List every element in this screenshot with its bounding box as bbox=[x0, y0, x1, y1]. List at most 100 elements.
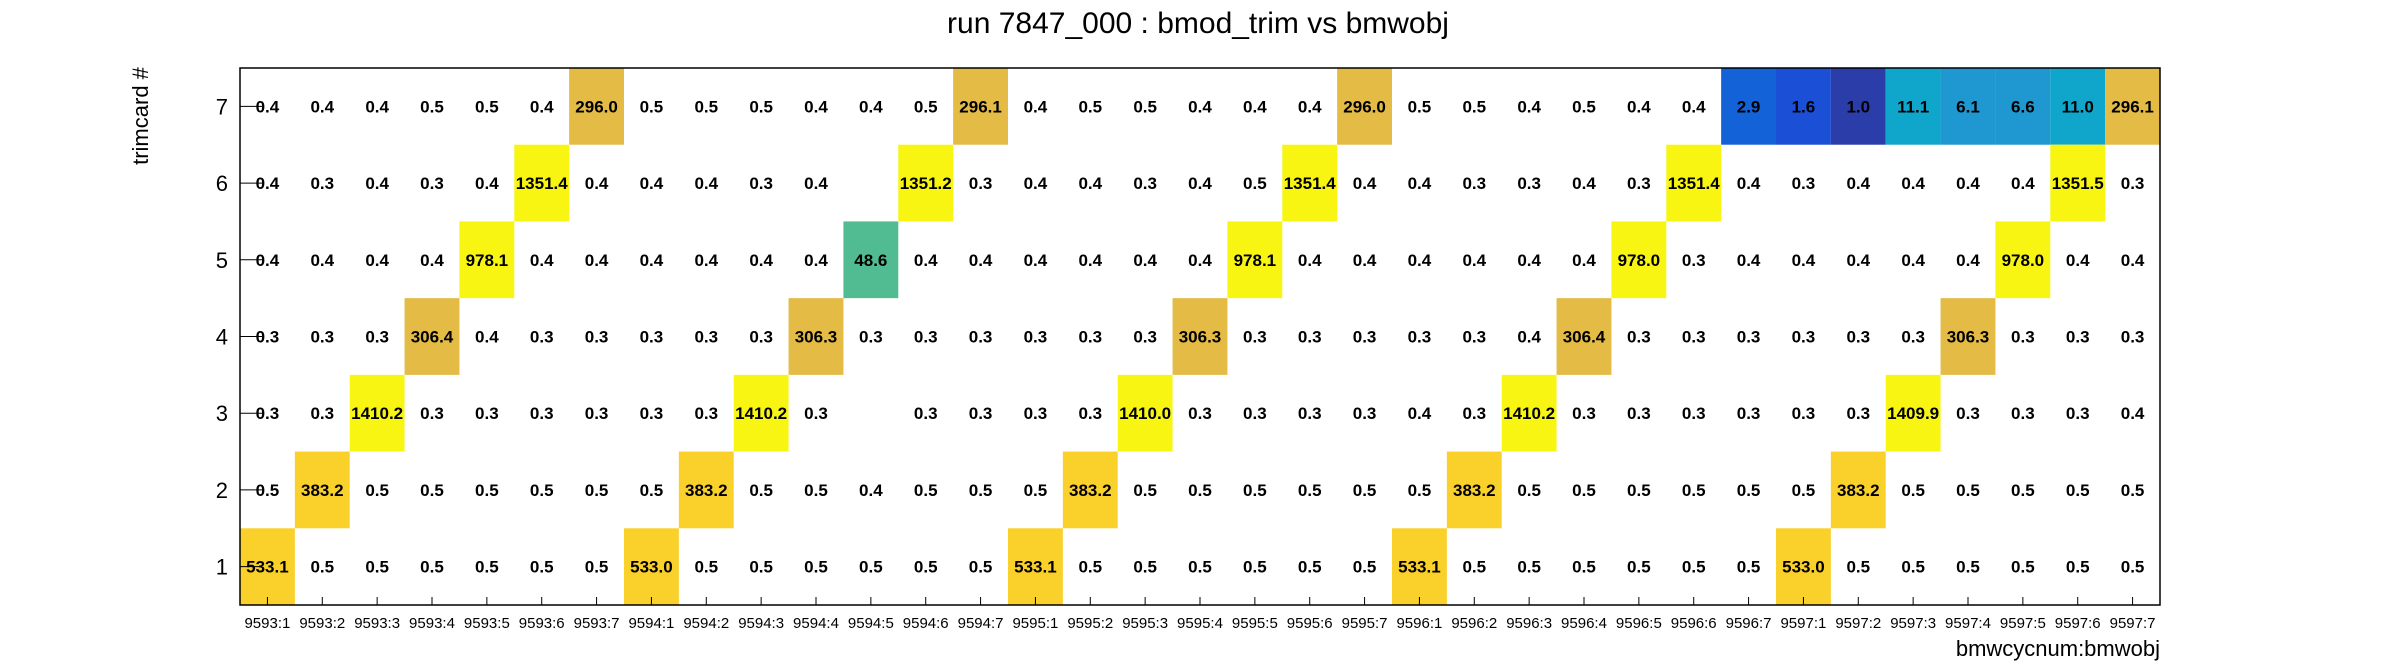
cell-value-label: 6.6 bbox=[2011, 97, 2035, 116]
cell-value-label: 0.4 bbox=[1901, 251, 1925, 270]
cell-value-label: 0.4 bbox=[420, 251, 444, 270]
cell-value-label: 0.4 bbox=[1792, 251, 1816, 270]
heatmap-cell bbox=[294, 451, 350, 529]
cell-value-label: 1409.9 bbox=[1887, 404, 1939, 423]
cell-value-label: 0.4 bbox=[1078, 174, 1102, 193]
x-tick-label: 9594:4 bbox=[793, 615, 839, 632]
cell-value-label: 0.3 bbox=[2066, 328, 2090, 347]
x-tick-label: 9597:3 bbox=[1890, 615, 1936, 632]
cell-value-label: 0.4 bbox=[585, 174, 609, 193]
heatmap-cell bbox=[1556, 298, 1612, 375]
cell-value-label: 296.1 bbox=[2111, 97, 2154, 116]
cell-value-label: 0.5 bbox=[1078, 558, 1102, 577]
cell-value-label: 0.5 bbox=[2011, 558, 2035, 577]
cell-value-label: 0.5 bbox=[475, 481, 499, 500]
cell-value-label: 0.5 bbox=[1353, 558, 1377, 577]
cell-value-label: 0.5 bbox=[2121, 481, 2145, 500]
cell-value-label: 0.3 bbox=[475, 404, 499, 423]
cell-value-label: 0.4 bbox=[256, 174, 280, 193]
cell-value-label: 0.5 bbox=[1572, 97, 1596, 116]
x-tick-label: 9593:1 bbox=[244, 615, 290, 632]
cell-value-label: 0.4 bbox=[1517, 328, 1541, 347]
cell-value-label: 0.4 bbox=[365, 174, 389, 193]
cell-value-label: 0.4 bbox=[365, 97, 389, 116]
cell-value-label: 0.5 bbox=[1462, 97, 1486, 116]
cell-value-label: 0.3 bbox=[256, 404, 280, 423]
x-tick-label: 9594:5 bbox=[848, 615, 894, 632]
cell-value-label: 0.5 bbox=[804, 481, 828, 500]
cell-value-label: 0.5 bbox=[1133, 481, 1157, 500]
cell-value-label: 0.4 bbox=[1298, 251, 1322, 270]
x-tick-label: 9594:2 bbox=[683, 615, 729, 632]
x-tick-label: 9595:4 bbox=[1177, 615, 1223, 632]
heatmap-cell bbox=[1776, 68, 1831, 145]
x-tick-label: 9596:1 bbox=[1396, 615, 1442, 632]
heatmap-cell bbox=[2105, 68, 2160, 145]
cell-value-label: 0.5 bbox=[914, 481, 938, 500]
cell-value-label: 0.4 bbox=[1572, 174, 1596, 193]
cell-value-label: 0.4 bbox=[1682, 97, 1706, 116]
heatmap-cell bbox=[1227, 221, 1283, 299]
cell-value-label: 0.3 bbox=[914, 404, 938, 423]
cell-value-label: 0.3 bbox=[1846, 404, 1870, 423]
cell-value-label: 0.5 bbox=[1298, 481, 1322, 500]
cell-value-label: 0.4 bbox=[1353, 251, 1377, 270]
cell-value-label: 533.1 bbox=[1014, 558, 1057, 577]
heatmap-cell bbox=[1008, 528, 1063, 605]
x-tick-label: 9597:5 bbox=[2000, 615, 2046, 632]
cell-value-label: 0.3 bbox=[1517, 174, 1541, 193]
cell-value-label: 0.4 bbox=[475, 328, 499, 347]
cell-value-label: 0.3 bbox=[1846, 328, 1870, 347]
cell-value-label: 0.5 bbox=[365, 558, 389, 577]
cell-value-label: 0.5 bbox=[1133, 97, 1157, 116]
heatmap-cell bbox=[459, 221, 515, 299]
cell-value-label: 0.3 bbox=[1792, 328, 1816, 347]
cell-value-label: 11.1 bbox=[1897, 97, 1929, 116]
cell-value-label: 306.3 bbox=[1179, 328, 1222, 347]
cell-value-label: 0.5 bbox=[694, 97, 718, 116]
cell-value-label: 0.3 bbox=[640, 404, 664, 423]
cell-value-label: 0.5 bbox=[2066, 558, 2090, 577]
y-tick-label: 5 bbox=[216, 248, 228, 273]
x-tick-label: 9594:1 bbox=[628, 615, 674, 632]
heatmap-cell bbox=[1117, 374, 1173, 452]
heatmap-cell bbox=[733, 374, 789, 452]
cell-value-label: 0.3 bbox=[1792, 174, 1816, 193]
cell-value-label: 0.3 bbox=[1682, 328, 1706, 347]
cell-value-label: 0.5 bbox=[1956, 481, 1980, 500]
cell-value-label: 0.4 bbox=[256, 251, 280, 270]
cell-value-label: 978.1 bbox=[466, 251, 509, 270]
cell-value-label: 0.4 bbox=[804, 174, 828, 193]
cell-value-label: 0.5 bbox=[1901, 558, 1925, 577]
cell-value-label: 533.0 bbox=[630, 558, 673, 577]
heatmap-cell bbox=[1446, 451, 1502, 529]
heatmap-cell bbox=[1995, 68, 2051, 145]
cell-value-label: 0.4 bbox=[1188, 251, 1212, 270]
heatmap-cell bbox=[514, 144, 570, 222]
cell-value-label: 0.5 bbox=[1737, 558, 1761, 577]
heatmap-cell bbox=[1721, 68, 1776, 145]
cell-value-label: 0.5 bbox=[1901, 481, 1925, 500]
cell-value-label: 0.4 bbox=[1846, 174, 1870, 193]
cell-value-label: 1410.2 bbox=[735, 404, 787, 423]
cell-value-label: 0.4 bbox=[256, 97, 280, 116]
cell-value-label: 0.3 bbox=[256, 328, 280, 347]
cell-value-label: 0.3 bbox=[694, 328, 718, 347]
heatmap-cell bbox=[1830, 68, 1886, 145]
cell-value-label: 296.0 bbox=[575, 97, 618, 116]
cell-value-label: 383.2 bbox=[1837, 481, 1880, 500]
cell-value-label: 0.3 bbox=[804, 404, 828, 423]
cell-value-label: 0.3 bbox=[2121, 174, 2145, 193]
cell-value-label: 0.5 bbox=[969, 558, 993, 577]
x-tick-label: 9597:6 bbox=[2055, 615, 2101, 632]
x-tick-label: 9597:2 bbox=[1835, 615, 1881, 632]
cell-value-label: 11.0 bbox=[2062, 97, 2094, 116]
x-tick-label: 9596:3 bbox=[1506, 615, 1552, 632]
cell-value-label: 0.5 bbox=[914, 97, 938, 116]
cell-value-label: 0.5 bbox=[640, 481, 664, 500]
cell-value-label: 0.3 bbox=[1682, 251, 1706, 270]
cell-value-label: 0.5 bbox=[859, 558, 883, 577]
cell-value-label: 0.5 bbox=[749, 481, 773, 500]
cell-value-label: 0.3 bbox=[1133, 328, 1157, 347]
heatmap-cell bbox=[1885, 68, 1941, 145]
